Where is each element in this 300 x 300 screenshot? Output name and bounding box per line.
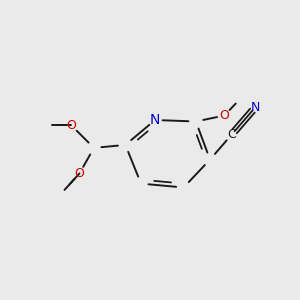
Text: C: C (227, 128, 236, 141)
Text: N: N (251, 101, 260, 114)
Text: O: O (75, 167, 84, 180)
Text: O: O (67, 119, 76, 132)
Text: O: O (220, 109, 229, 122)
Text: N: N (150, 113, 160, 127)
